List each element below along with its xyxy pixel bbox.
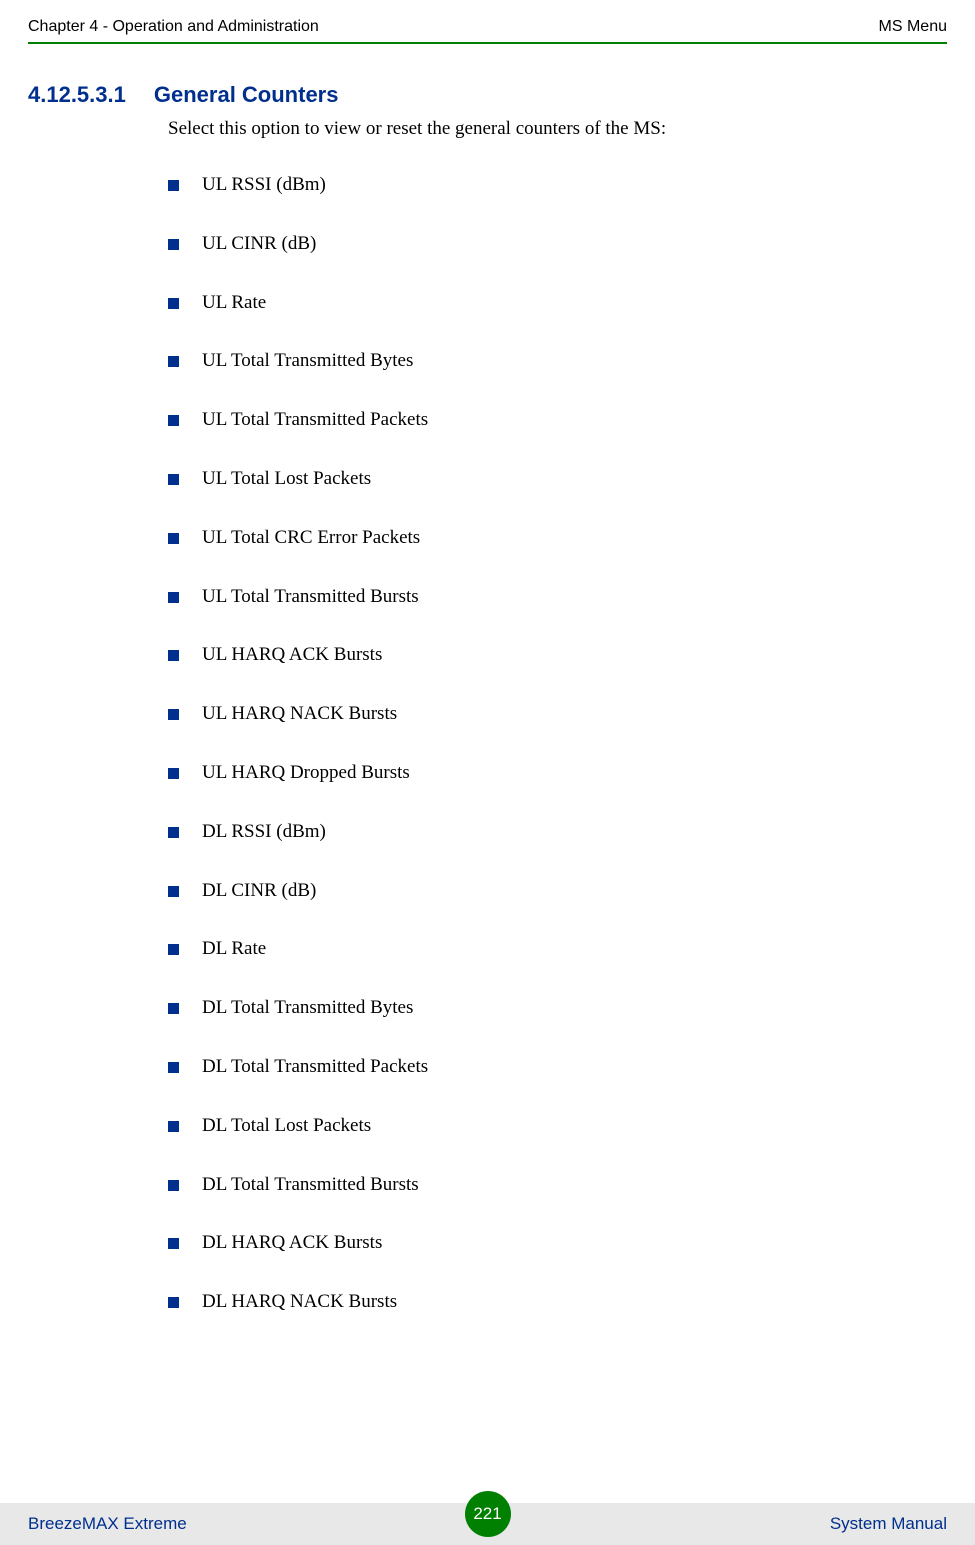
- section-title: General Counters: [154, 82, 339, 108]
- list-item: DL HARQ ACK Bursts: [168, 1232, 947, 1255]
- list-item: DL Total Transmitted Bursts: [168, 1174, 947, 1197]
- page-header: Chapter 4 - Operation and Administration…: [0, 0, 975, 42]
- list-item: DL Total Transmitted Bytes: [168, 997, 947, 1020]
- header-right: MS Menu: [879, 18, 947, 36]
- footer-left: BreezeMAX Extreme: [28, 1514, 187, 1534]
- section-heading: 4.12.5.3.1 General Counters: [28, 82, 947, 108]
- list-item: UL Total Transmitted Bursts: [168, 586, 947, 609]
- list-item: DL CINR (dB): [168, 880, 947, 903]
- list-item: UL Total Transmitted Bytes: [168, 350, 947, 373]
- list-item: UL CINR (dB): [168, 233, 947, 256]
- list-item: DL RSSI (dBm): [168, 821, 947, 844]
- page-number-badge: 221: [465, 1491, 511, 1537]
- list-item: DL Rate: [168, 938, 947, 961]
- section-intro: Select this option to view or reset the …: [168, 118, 947, 140]
- page-content: 4.12.5.3.1 General Counters Select this …: [0, 44, 975, 1314]
- section-number: 4.12.5.3.1: [28, 82, 126, 108]
- list-item: DL Total Lost Packets: [168, 1115, 947, 1138]
- list-item: DL Total Transmitted Packets: [168, 1056, 947, 1079]
- header-left: Chapter 4 - Operation and Administration: [28, 18, 319, 36]
- list-item: UL HARQ NACK Bursts: [168, 703, 947, 726]
- list-item: DL HARQ NACK Bursts: [168, 1291, 947, 1314]
- list-item: UL HARQ ACK Bursts: [168, 644, 947, 667]
- list-item: UL HARQ Dropped Bursts: [168, 762, 947, 785]
- list-item: UL Total Lost Packets: [168, 468, 947, 491]
- list-item: UL Total Transmitted Packets: [168, 409, 947, 432]
- footer-right: System Manual: [830, 1514, 947, 1534]
- list-item: UL RSSI (dBm): [168, 174, 947, 197]
- list-item: UL Total CRC Error Packets: [168, 527, 947, 550]
- bullet-list: UL RSSI (dBm) UL CINR (dB) UL Rate UL Total…: [168, 174, 947, 1314]
- list-item: UL Rate: [168, 292, 947, 315]
